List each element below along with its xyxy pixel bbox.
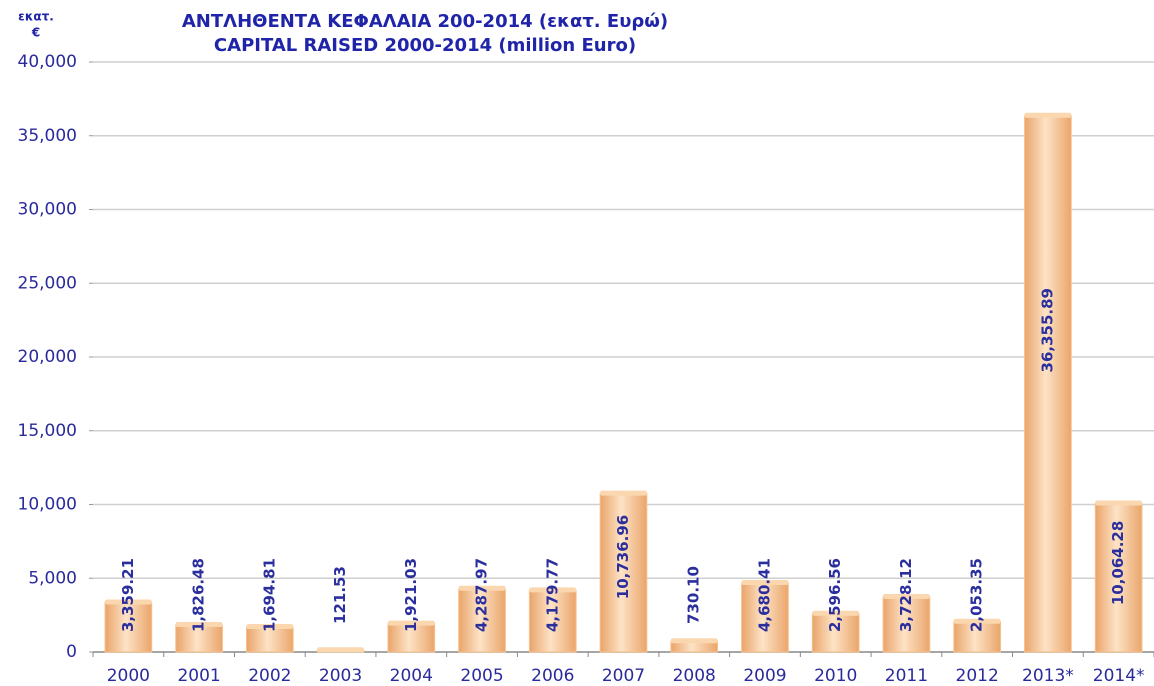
value-label: 2,596.56 <box>826 558 844 632</box>
bar <box>953 621 1002 653</box>
y-tick-label: 10,000 <box>18 495 77 515</box>
bar <box>528 589 577 653</box>
value-label: 10,064.28 <box>1109 521 1127 605</box>
bar <box>741 582 789 653</box>
value-label: 10,736.96 <box>614 515 632 599</box>
x-tick-label: 2006 <box>531 666 574 686</box>
x-tick-label: 2004 <box>390 666 433 686</box>
value-label: 4,179.77 <box>543 558 561 632</box>
value-label: 1,921.03 <box>402 558 420 632</box>
y-tick-label: 35,000 <box>18 126 77 146</box>
value-label: 4,287.97 <box>473 558 491 632</box>
bar-cap <box>741 579 789 585</box>
value-label: 36,355.89 <box>1038 288 1056 372</box>
y-tick-label: 5,000 <box>28 568 77 588</box>
bar-cap <box>812 610 860 616</box>
x-tick-label: 2008 <box>673 666 716 686</box>
x-tick-label: 2005 <box>460 666 503 686</box>
value-label: 1,826.48 <box>190 558 208 632</box>
y-axis-label: € <box>31 26 40 40</box>
y-tick-label: 0 <box>66 642 77 662</box>
x-tick-label: 2009 <box>743 666 786 686</box>
bar-cap <box>883 594 930 600</box>
value-label: 3,359.21 <box>119 558 137 632</box>
bar-cap <box>105 599 152 605</box>
bar-cap <box>1024 112 1072 118</box>
y-tick-label: 15,000 <box>18 421 77 441</box>
x-tick-label: 2013* <box>1022 666 1074 686</box>
x-tick-label: 2000 <box>107 666 150 686</box>
y-tick-label: 25,000 <box>18 273 77 293</box>
bar <box>175 624 223 653</box>
bar-cap <box>529 587 577 593</box>
value-label: 121.53 <box>331 566 349 624</box>
bar-cap <box>953 618 1001 624</box>
x-tick-label: 2003 <box>319 666 362 686</box>
x-tick-label: 2001 <box>177 666 220 686</box>
bar-cap <box>600 490 647 496</box>
bar-cap <box>458 585 506 591</box>
x-tick-label: 2014* <box>1093 666 1145 686</box>
y-tick-label: 20,000 <box>18 347 77 367</box>
y-tick-label: 40,000 <box>18 52 77 72</box>
x-tick-label: 2002 <box>248 666 291 686</box>
bar-cap <box>246 624 294 630</box>
bar-cap <box>1095 500 1142 506</box>
x-tick-label: 2007 <box>602 666 645 686</box>
x-tick-label: 2010 <box>814 666 857 686</box>
bar <box>245 626 294 653</box>
bar-cap <box>175 622 223 628</box>
bar <box>387 623 436 653</box>
value-label: 3,728.12 <box>897 558 915 632</box>
bar-cap <box>670 638 718 644</box>
x-tick-label: 2012 <box>956 666 999 686</box>
chart-subtitle: CAPITAL RAISED 2000-2014 (million Euro) <box>214 35 636 56</box>
value-label: 4,680.41 <box>755 558 773 632</box>
bar <box>882 596 931 653</box>
bar-cap <box>387 620 435 626</box>
value-label: 1,694.81 <box>260 558 278 632</box>
value-label: 730.10 <box>685 566 703 624</box>
y-axis-label: εκατ. <box>18 10 54 24</box>
y-tick-label: 30,000 <box>18 200 77 220</box>
value-label: 2,053.35 <box>968 558 986 632</box>
x-tick-label: 2011 <box>885 666 928 686</box>
bar <box>458 588 506 653</box>
chart-title: ΑΝΤΛΗΘΕΝΤΑ ΚΕΦΑΛΑΙΑ 200-2014 (εκατ. Ευρώ… <box>182 11 668 32</box>
bar <box>811 613 860 653</box>
bar <box>1024 115 1072 653</box>
bar <box>104 601 153 653</box>
bar-cap <box>317 647 364 653</box>
